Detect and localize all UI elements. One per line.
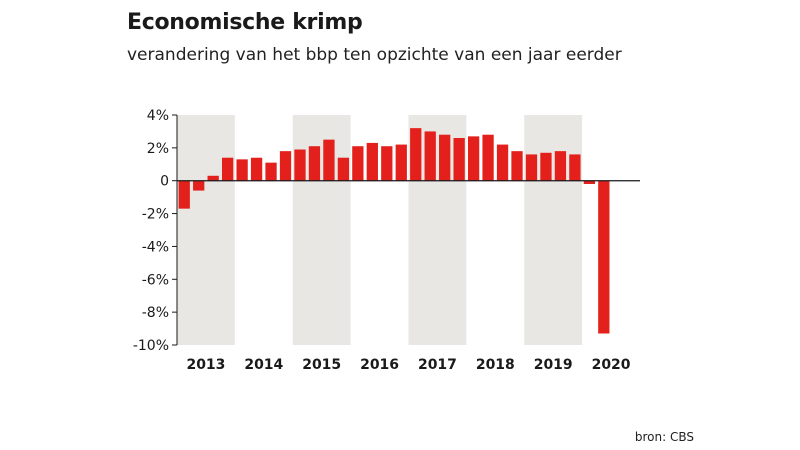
y-tick-label: 0 <box>160 174 169 190</box>
bar-2017-k3 <box>439 134 451 181</box>
bar-2014-k3 <box>265 162 277 181</box>
x-tick-label-2016: 2016 <box>360 357 399 373</box>
x-tick-label-2019: 2019 <box>534 357 573 373</box>
bar-2017-k1 <box>410 128 422 181</box>
bar-2016-k4 <box>395 144 407 181</box>
x-axis: 2013 2014 2015 2016 2017 2018 2019 2020 <box>186 357 630 373</box>
bar-2014-k2 <box>250 157 263 181</box>
bar-2015-k4 <box>337 157 350 181</box>
bar-series <box>178 128 610 334</box>
bar-2018-k4 <box>511 151 523 181</box>
chart-title: Economische krimp <box>127 10 363 35</box>
bar-2013-k3 <box>207 175 219 181</box>
bar-2019-k4 <box>569 154 581 181</box>
bar-2013-k4 <box>221 157 234 181</box>
y-tick-label: -4% <box>142 239 169 255</box>
y-tick-label: -6% <box>142 272 169 288</box>
x-tick-label-2013: 2013 <box>186 357 225 373</box>
y-tick-label: -2% <box>142 207 169 223</box>
source-note: bron: CBS <box>634 430 694 444</box>
bar-2019-k2 <box>540 152 552 181</box>
bar-2017-k2 <box>424 131 436 181</box>
bar-2014-k4 <box>279 151 292 181</box>
chart-subtitle: verandering van het bbp ten opzichte van… <box>127 45 622 65</box>
bar-2020-k1 <box>583 180 596 184</box>
bar-2020-k2 <box>598 180 610 334</box>
x-tick-label-2020: 2020 <box>592 357 631 373</box>
x-tick-label-2014: 2014 <box>244 357 283 373</box>
x-tick-label-2017: 2017 <box>418 357 457 373</box>
bar-2016-k1 <box>352 146 364 181</box>
bar-2013-k1 <box>178 180 190 209</box>
bar-2013-k2 <box>193 180 205 191</box>
x-tick-label-2015: 2015 <box>302 357 341 373</box>
y-tick-label: -8% <box>142 305 169 321</box>
bar-2015-k1 <box>294 149 306 181</box>
bar-2019-k1 <box>525 154 538 181</box>
y-tick-label: -10% <box>133 338 169 354</box>
bar-2018-k1 <box>467 136 480 181</box>
year-band-2019 <box>524 115 583 345</box>
y-tick-label: 2% <box>147 141 169 157</box>
bar-2015-k2 <box>308 146 321 181</box>
x-tick-label-2018: 2018 <box>476 357 515 373</box>
bar-2014-k1 <box>236 159 248 181</box>
year-bands <box>177 115 583 345</box>
bar-2016-k2 <box>366 142 378 181</box>
bar-2016-k3 <box>381 146 393 181</box>
year-band-2013 <box>177 115 235 345</box>
y-axis: 4% 2% 0 -2% -4% -6% -8% -10% <box>133 108 178 354</box>
bar-2017-k4 <box>453 138 465 181</box>
y-tick-label: 4% <box>147 108 169 124</box>
bar-2019-k3 <box>554 151 567 181</box>
bar-2018-k3 <box>496 144 509 181</box>
bar-2015-k3 <box>323 139 335 181</box>
bar-2018-k2 <box>482 134 494 181</box>
